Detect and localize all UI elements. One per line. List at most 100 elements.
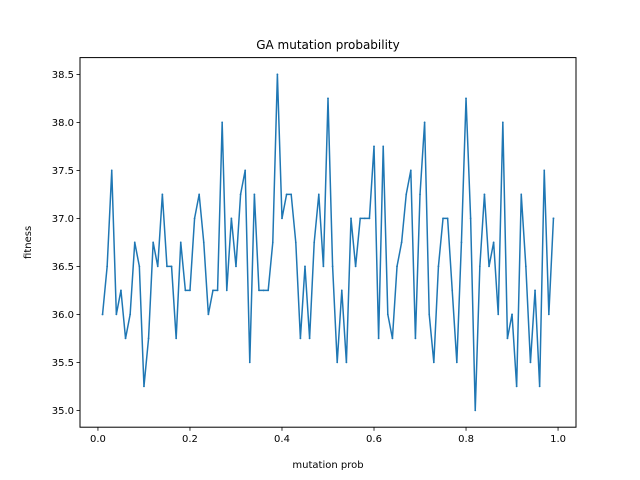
data-point (147, 337, 150, 340)
data-point (115, 313, 118, 316)
data-point (143, 385, 145, 388)
data-point (175, 337, 178, 340)
data-point (281, 217, 283, 220)
x-axis-ticks: 0.0 0.2 0.4 0.6 0.8 1.0 (90, 427, 566, 445)
data-point (156, 265, 159, 268)
data-point (488, 265, 490, 268)
data-point (345, 361, 348, 364)
data-point (340, 289, 343, 292)
x-tick-label: 0.0 (90, 434, 106, 445)
data-point (161, 193, 164, 196)
data-point (547, 313, 550, 316)
data-point (414, 337, 417, 340)
y-tick-label: 36.5 (52, 262, 74, 273)
data-point (313, 241, 316, 244)
data-point (432, 361, 435, 364)
data-point (396, 265, 398, 268)
data-point (442, 217, 444, 220)
data-point (465, 97, 467, 100)
data-point (124, 337, 127, 340)
data-point (202, 241, 205, 244)
data-point (225, 289, 228, 292)
data-point (391, 337, 394, 340)
data-point (529, 361, 532, 364)
data-point (101, 313, 104, 316)
data-point (501, 121, 504, 124)
x-tick-label: 0.8 (458, 434, 474, 445)
data-point (451, 289, 454, 292)
data-point (331, 265, 334, 268)
data-point (170, 265, 173, 268)
data-point (290, 193, 293, 196)
data-point (285, 193, 288, 196)
data-point (382, 145, 385, 148)
data-point (469, 217, 472, 220)
data-point (446, 217, 449, 220)
data-point (478, 265, 481, 268)
data-point (497, 313, 500, 316)
data-point (230, 217, 233, 220)
y-axis-title: fitness (23, 226, 34, 259)
y-tick-label: 36.0 (52, 310, 74, 321)
data-point (400, 241, 403, 244)
data-point (207, 313, 210, 316)
data-point (386, 313, 389, 316)
data-point (373, 145, 375, 148)
data-point (538, 385, 541, 388)
data-point (460, 241, 463, 244)
data-point (359, 217, 362, 220)
data-point (221, 121, 224, 124)
y-tick-label: 38.5 (52, 70, 74, 81)
data-point (198, 193, 201, 196)
data-point (120, 289, 122, 292)
data-point (106, 265, 109, 268)
data-point (184, 289, 187, 292)
x-tick-label: 0.6 (366, 434, 382, 445)
data-point (419, 193, 421, 196)
data-point (262, 289, 265, 292)
data-point (308, 337, 311, 340)
data-point (166, 265, 168, 268)
data-point (350, 217, 352, 220)
data-point (248, 361, 251, 364)
data-point (405, 193, 408, 196)
x-tick-label: 0.4 (274, 434, 290, 445)
data-point (368, 217, 371, 220)
data-point (409, 169, 412, 172)
data-point (363, 217, 366, 220)
x-axis-title: mutation prob (292, 460, 363, 471)
data-point (216, 289, 219, 292)
data-point (455, 361, 458, 364)
data-point (179, 241, 182, 244)
data-point (235, 265, 237, 268)
data-point (520, 193, 523, 196)
plot-layer (101, 73, 555, 412)
data-point (506, 337, 509, 340)
data-point (511, 313, 513, 316)
data-point (474, 409, 477, 412)
data-point (138, 265, 141, 268)
x-tick-label: 1.0 (550, 434, 566, 445)
data-point (428, 313, 431, 316)
data-point (304, 265, 306, 268)
data-point (133, 241, 136, 244)
data-point (267, 289, 270, 292)
data-point (239, 193, 242, 196)
data-point (276, 73, 279, 76)
y-axis-ticks: 35.0 35.5 36.0 36.5 37.0 37.5 38.0 38.5 (52, 70, 80, 417)
plot-area-frame (79, 57, 577, 428)
data-point (327, 97, 329, 100)
data-point (253, 193, 256, 196)
data-point (543, 169, 546, 172)
y-tick-label: 35.5 (52, 358, 74, 369)
data-point (336, 361, 339, 364)
data-point (271, 241, 274, 244)
data-point (534, 289, 536, 292)
data-point (244, 169, 247, 172)
data-point (152, 241, 155, 244)
data-point (322, 265, 325, 268)
y-tick-label: 38.0 (52, 118, 74, 129)
y-tick-label: 37.0 (52, 214, 74, 225)
